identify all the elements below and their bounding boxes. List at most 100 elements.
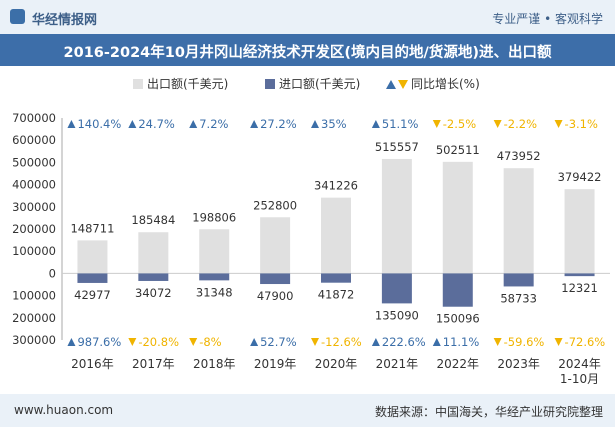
import-yoy-label: -8% <box>199 335 221 349</box>
import-value-label: 58733 <box>500 291 537 305</box>
bars <box>77 158 595 307</box>
import-yoy-label: -72.6% <box>565 335 606 349</box>
export-yoy-label: 7.2% <box>199 117 228 131</box>
legend-export-label: 出口额(千美元) <box>147 77 228 91</box>
export-up-triangle-icon <box>67 120 76 128</box>
import-down-triangle-icon <box>493 338 502 346</box>
import-yoy-label: -59.6% <box>504 335 545 349</box>
import-yoy-label: 52.7% <box>260 335 297 349</box>
import-up-triangle-icon <box>432 338 441 346</box>
legend: 出口额(千美元) 进口额(千美元) 同比增长(%) <box>133 77 480 91</box>
export-yoy-label: -2.2% <box>504 117 537 131</box>
export-yoy-label: 35% <box>321 117 347 131</box>
export-bar <box>138 232 169 274</box>
y-tick-label: 200000 <box>12 311 56 325</box>
export-value-label: 148711 <box>70 221 114 235</box>
export-value-label: 185484 <box>131 213 175 227</box>
legend-import-label: 进口额(千美元) <box>279 77 360 91</box>
import-down-triangle-icon <box>554 338 563 346</box>
export-up-triangle-icon <box>311 120 319 128</box>
footer-source: 数据来源：中国海关，华经产业研究院整理 <box>374 405 603 419</box>
x-tick-label: 2020年 <box>315 357 358 371</box>
import-up-triangle-icon <box>250 338 259 346</box>
export-value-label: 473952 <box>497 149 541 163</box>
export-yoy-label: -3.1% <box>565 117 598 131</box>
import-bar <box>199 273 230 281</box>
y-tick-label: 600000 <box>12 133 56 147</box>
import-down-triangle-icon <box>311 338 319 346</box>
export-value-label: 198806 <box>192 210 236 224</box>
export-down-triangle-icon <box>554 120 563 128</box>
import-down-triangle-icon <box>128 338 137 346</box>
x-tick-label: 2016年 <box>71 357 114 371</box>
import-bar <box>381 273 412 304</box>
y-tick-label: 200000 <box>12 222 56 236</box>
x-tick-label: 2018年 <box>193 357 236 371</box>
export-yoy-label: -2.5% <box>443 117 476 131</box>
header-bar: 华经情报网 专业严谨 • 客观科学 <box>0 0 615 34</box>
export-bar <box>321 197 351 274</box>
footer-bar: www.huaon.com 数据来源：中国海关，华经产业研究院整理 <box>0 394 615 427</box>
y-tick-label: 500000 <box>12 155 56 169</box>
x-tick-label: 2019年 <box>254 357 297 371</box>
legend-up-triangle-icon <box>386 80 396 89</box>
x-tick-label: 2017年 <box>132 357 175 371</box>
legend-export-swatch <box>133 79 143 89</box>
import-value-label: 42977 <box>74 288 111 302</box>
export-bar <box>442 161 473 274</box>
import-down-triangle-icon <box>189 338 198 346</box>
bar-chart: 出口额(千美元) 进口额(千美元) 同比增长(%) 700000 600000 5000… <box>12 77 610 386</box>
import-yoy-label: 222.6% <box>382 335 426 349</box>
x-tick-label: 2023年 <box>497 357 540 371</box>
import-value-label: 41872 <box>318 288 355 302</box>
legend-yoy-label: 同比增长(%) <box>411 77 480 91</box>
export-bar <box>199 229 230 274</box>
import-bar <box>503 273 534 287</box>
import-yoy-label: -20.8% <box>138 335 179 349</box>
y-tick-label: 300000 <box>12 333 56 347</box>
import-yoy-label: -12.6% <box>321 335 362 349</box>
y-tick-label: 300000 <box>12 200 56 214</box>
data-labels: 148711 42977 140.4% 987.6% 185484 34072 24.7% -… <box>67 117 605 349</box>
y-tick-label: 0 <box>49 266 56 280</box>
export-yoy-label: 140.4% <box>77 117 121 131</box>
export-down-triangle-icon <box>493 120 502 128</box>
brand-name: 华经情报网 <box>32 13 98 28</box>
export-bar <box>564 189 595 274</box>
export-up-triangle-icon <box>250 120 259 128</box>
legend-down-triangle-icon <box>398 80 408 89</box>
brand-tagline: 专业严谨 • 客观科学 <box>492 12 603 26</box>
import-bar <box>138 273 169 281</box>
x-axis: 2016年 2017年 2018年 2019年 2020年 2021年 2022年 2023年… <box>71 357 601 386</box>
x-tick-label: 1-10月 <box>560 372 599 386</box>
import-bar <box>260 273 291 285</box>
import-up-triangle-icon <box>67 338 76 346</box>
export-value-label: 379422 <box>558 170 602 184</box>
export-yoy-label: 24.7% <box>138 117 175 131</box>
footer-website: www.huaon.com <box>14 403 114 417</box>
import-yoy-label: 11.1% <box>443 335 480 349</box>
export-value-label: 252800 <box>253 198 297 212</box>
import-bar <box>564 273 595 277</box>
export-value-label: 502511 <box>436 143 480 157</box>
import-value-label: 34072 <box>135 286 172 300</box>
title-bar: 2016-2024年10月井冈山经济技术开发区(境内目的地/货源地)进、出口额 <box>0 34 615 66</box>
y-tick-label: 700000 <box>12 111 56 125</box>
brand-logo-icon <box>10 9 25 24</box>
y-tick-label: 400000 <box>12 178 56 192</box>
export-bar <box>381 158 412 274</box>
x-tick-label: 2024年 <box>558 357 601 371</box>
export-yoy-label: 51.1% <box>382 117 419 131</box>
export-bar <box>260 217 291 274</box>
chart-title: 2016-2024年10月井冈山经济技术开发区(境内目的地/货源地)进、出口额 <box>63 45 552 61</box>
import-yoy-label: 987.6% <box>77 335 121 349</box>
import-bar <box>321 273 351 283</box>
export-value-label: 341226 <box>314 179 358 193</box>
export-bar <box>77 240 108 274</box>
import-up-triangle-icon <box>371 338 380 346</box>
export-up-triangle-icon <box>189 120 198 128</box>
export-value-label: 515557 <box>375 140 419 154</box>
y-tick-label: 100000 <box>12 289 56 303</box>
export-bar <box>503 168 534 274</box>
